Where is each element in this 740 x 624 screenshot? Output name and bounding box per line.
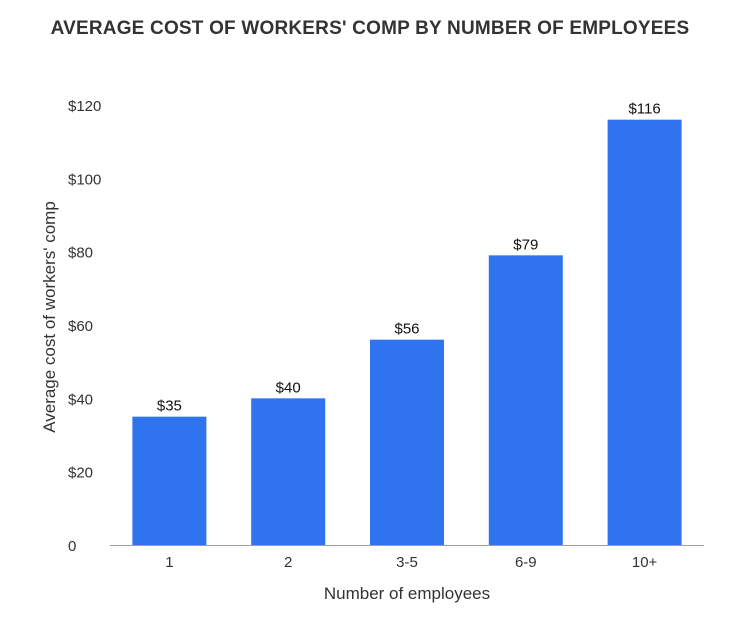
y-tick-label: $20 [68, 465, 93, 482]
y-tick-label: $120 [68, 98, 101, 115]
data-label: $79 [513, 236, 538, 253]
bar [132, 416, 207, 545]
x-axis-title: Number of employees [324, 584, 490, 603]
data-label: $116 [628, 101, 660, 118]
x-tick-label: 3-5 [396, 554, 418, 571]
chart-title: AVERAGE COST OF WORKERS' COMP BY NUMBER … [50, 18, 690, 39]
data-label: $40 [276, 379, 301, 396]
bar [370, 339, 444, 545]
bar [251, 398, 326, 545]
data-labels: $35 $40 $56 $79 $116 [157, 101, 661, 415]
x-tick-label: 2 [284, 554, 292, 571]
x-tick-label: 6-9 [515, 554, 537, 571]
y-axis-title: Average cost of workers' comp [40, 201, 59, 433]
x-tick-label: 10+ [632, 554, 658, 571]
x-axis-ticks: 1 2 3-5 6-9 10+ [165, 554, 657, 571]
bar [607, 119, 682, 546]
x-tick-label: 1 [165, 554, 173, 571]
data-label: $56 [394, 321, 419, 338]
bar [488, 255, 563, 546]
bars [132, 119, 682, 546]
y-tick-label: 0 [68, 538, 76, 555]
y-axis-ticks: 0 $20 $40 $60 $80 $100 $120 [68, 98, 101, 555]
y-tick-label: $40 [68, 391, 93, 408]
y-tick-label: $60 [68, 318, 93, 335]
y-tick-label: $80 [68, 245, 93, 262]
y-tick-label: $100 [68, 171, 101, 188]
data-label: $35 [157, 398, 182, 415]
